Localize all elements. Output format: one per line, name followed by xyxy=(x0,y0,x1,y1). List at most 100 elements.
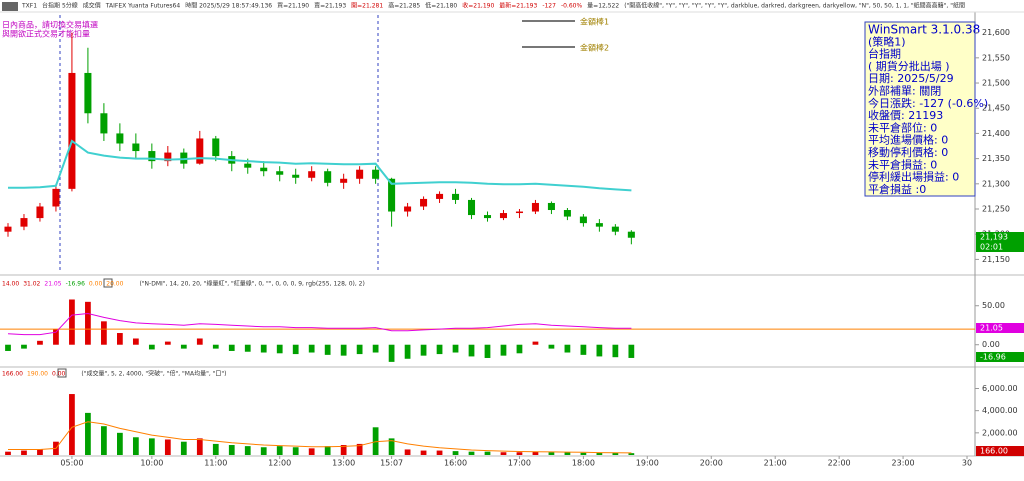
dmi-bar xyxy=(148,344,155,350)
close-button[interactable] xyxy=(57,368,67,378)
dmi-bar xyxy=(196,338,203,345)
volume-bar xyxy=(388,438,395,455)
info-line: ( 期貨分批出場 ) xyxy=(868,59,950,73)
candle-body xyxy=(372,169,380,179)
price-tag xyxy=(976,352,1024,362)
volume-bar xyxy=(148,438,155,455)
x-tick-label: 21:00 xyxy=(764,459,787,468)
candle-body xyxy=(260,167,268,172)
volume-bar xyxy=(5,451,11,455)
volume-bar xyxy=(276,446,283,455)
price-tag xyxy=(976,446,1024,456)
dmi-bar xyxy=(500,344,507,356)
x-tick-label: 19:00 xyxy=(636,459,659,468)
notice: 日內商品，請切換交易填選 xyxy=(2,20,98,30)
x-tick-label: 12:00 xyxy=(268,459,291,468)
toolbar-item: -0.60% xyxy=(561,3,583,10)
indicator-value: 166.00 xyxy=(2,371,23,378)
volume-bar xyxy=(37,449,43,455)
dmi-bar xyxy=(37,340,43,345)
info-line: 停利緩出場損益: 0 xyxy=(868,170,959,184)
price-tag-label: 21,193 xyxy=(980,233,1008,242)
dmi-bar xyxy=(260,344,267,353)
dmi-bar xyxy=(628,344,635,358)
x-tick-label: 18:00 xyxy=(572,459,595,468)
dmi-bar xyxy=(452,344,459,353)
dmi-bar xyxy=(101,321,107,345)
price-tag-label: 21.05 xyxy=(980,324,1003,333)
info-line: (策略1) xyxy=(868,34,906,48)
candle-body xyxy=(515,211,523,214)
toolbar-item: 買=21,190 xyxy=(277,3,309,10)
dmi-bar xyxy=(276,344,283,354)
info-line: 平均進場價格: 0 xyxy=(868,133,948,147)
volume-bar xyxy=(452,451,459,455)
volume-bar xyxy=(180,441,187,455)
dmi-bar xyxy=(244,344,251,352)
x-tick-label: 16:00 xyxy=(444,459,467,468)
volume-bar xyxy=(404,449,411,455)
info-line: 今日漲跌: -127 (-0.6%) xyxy=(868,96,988,110)
toolbar-item: 低=21,180 xyxy=(425,2,457,10)
dmi-bar xyxy=(436,344,443,355)
y-tick-label: 2,000.00 xyxy=(982,428,1018,437)
candle-body xyxy=(547,202,555,211)
price-tag xyxy=(976,242,1024,252)
candle-body xyxy=(20,218,28,227)
info-line: 移動停利價格: 0 xyxy=(868,145,948,159)
candle-body xyxy=(148,151,156,162)
dmi-bar xyxy=(164,341,171,345)
toolbar-item: 賣=21,193 xyxy=(314,2,346,10)
dmi-bar xyxy=(292,344,299,355)
dmi-bar xyxy=(612,344,619,358)
volume-bar xyxy=(260,447,267,455)
y-tick-label: 21,550 xyxy=(982,53,1010,62)
toolbar-item: 量=12,522 xyxy=(587,3,619,10)
x-tick-label: 10:00 xyxy=(140,459,163,468)
volume-bar xyxy=(324,446,331,455)
candle-body xyxy=(579,216,587,224)
y-tick-label: 21,400 xyxy=(982,129,1010,138)
y-tick-label: 50.00 xyxy=(982,301,1005,310)
dmi-bar xyxy=(308,344,315,353)
volume-bar xyxy=(101,426,107,455)
info-line: 平倉損益 :0 xyxy=(868,182,926,196)
candle-body xyxy=(212,138,220,157)
candle-body xyxy=(388,178,396,212)
candle-body xyxy=(84,72,92,114)
volume-bar xyxy=(117,432,123,455)
candle-body xyxy=(356,169,364,179)
volume-bar xyxy=(340,445,347,455)
price-tag-label: 02:01 xyxy=(980,243,1003,252)
dmi-bar xyxy=(468,344,475,357)
volume-bar xyxy=(468,451,475,455)
toolbar-button[interactable] xyxy=(2,2,18,11)
toolbar-item: 成交價 xyxy=(83,2,101,10)
close-button[interactable] xyxy=(103,278,113,288)
volume-bar xyxy=(228,445,235,455)
indicator-value: 21.05 xyxy=(44,281,61,288)
toolbar-item: 最新=21,193 xyxy=(499,2,537,10)
volume-bar xyxy=(532,451,539,455)
toolbar-item: 台指期 5分線 xyxy=(42,2,78,10)
volume-bar xyxy=(372,427,379,455)
toolbar-item: -127 xyxy=(542,3,556,10)
volume-bar xyxy=(500,452,507,455)
x-tick-label: 17:00 xyxy=(508,459,531,468)
volume-bar xyxy=(308,448,315,455)
x-tick-label: 20:00 xyxy=(700,459,723,468)
volume-bar xyxy=(21,450,27,455)
x-tick-label: 11:00 xyxy=(204,459,227,468)
candle-body xyxy=(4,226,12,232)
dmi-bar xyxy=(580,344,587,355)
dmi-bar xyxy=(420,344,427,356)
legend-label: 金額棒1 xyxy=(580,17,609,27)
x-tick-label: 23:00 xyxy=(892,459,915,468)
volume-bar xyxy=(612,453,619,455)
dmi-bar xyxy=(516,344,523,354)
volume-bar xyxy=(580,452,587,455)
dmi-bar xyxy=(548,344,555,349)
